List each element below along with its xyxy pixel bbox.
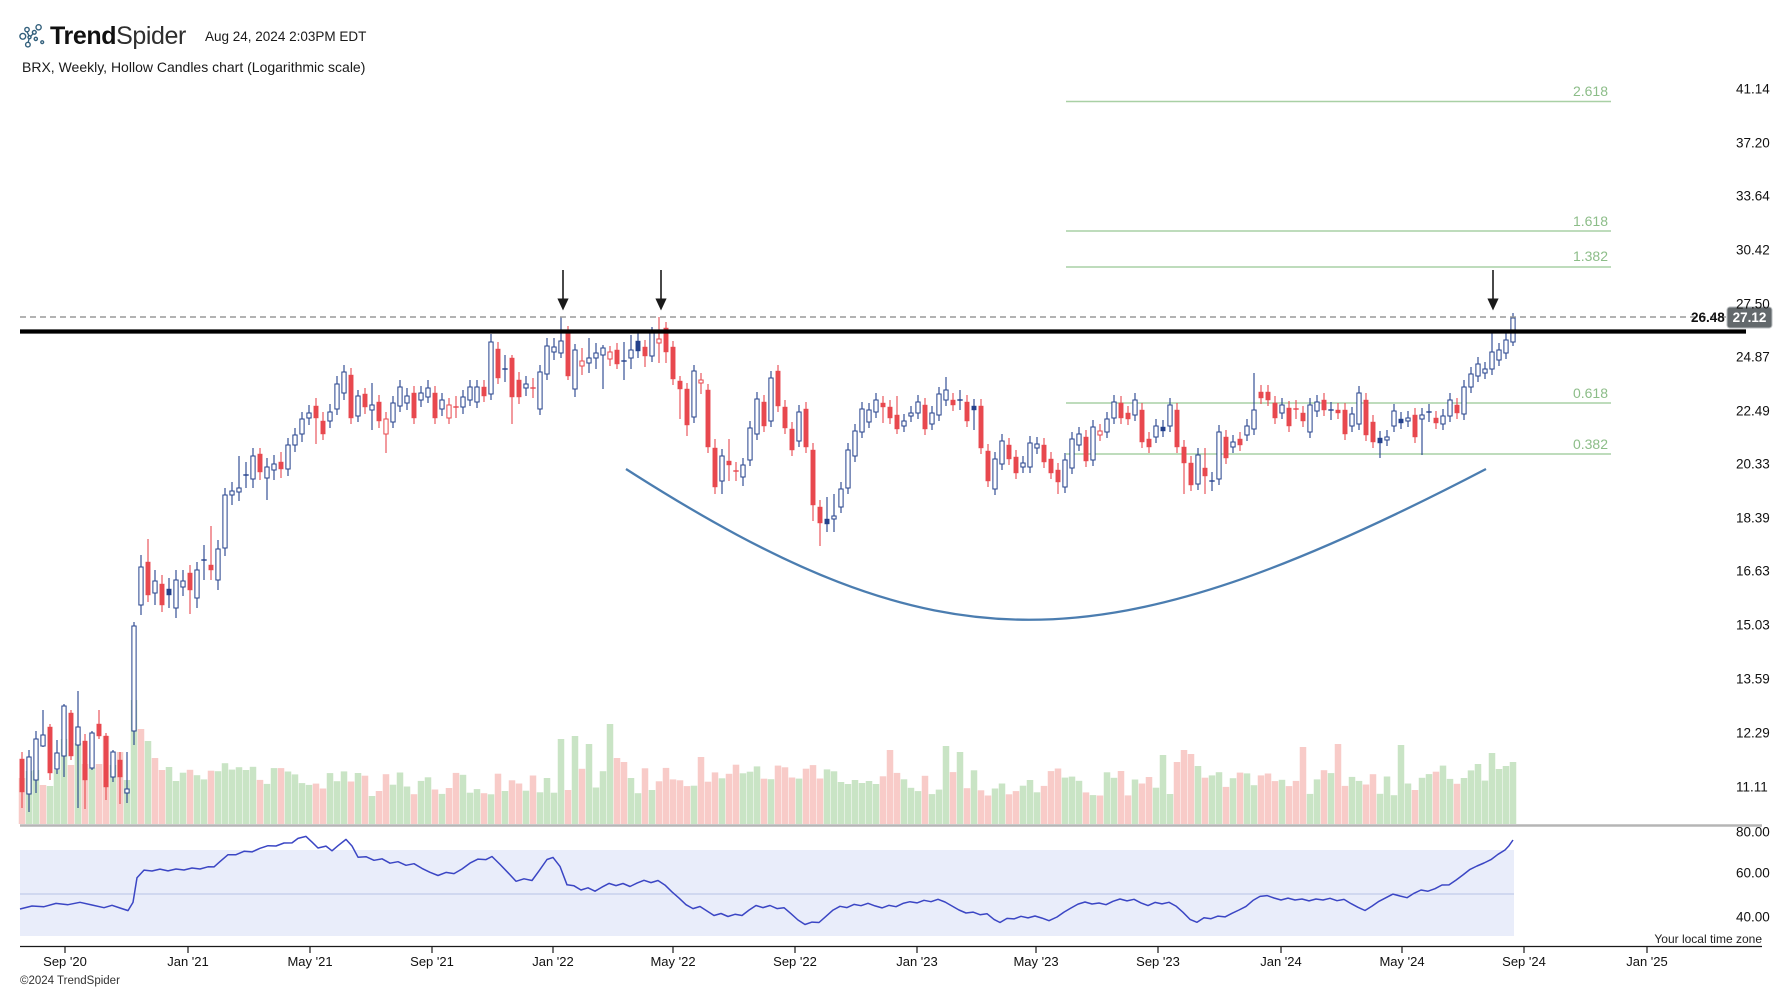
- svg-text:27.50: 27.50: [1736, 297, 1770, 312]
- svg-text:TrendSpider: TrendSpider: [50, 22, 186, 50]
- svg-text:May '24: May '24: [1379, 954, 1424, 969]
- svg-text:Sep '21: Sep '21: [410, 954, 454, 969]
- svg-text:May '21: May '21: [287, 954, 332, 969]
- svg-text:27.12: 27.12: [1733, 310, 1767, 325]
- svg-text:©2024 TrendSpider: ©2024 TrendSpider: [20, 975, 120, 987]
- svg-text:40.00: 40.00: [1736, 910, 1770, 925]
- svg-text:Jan '23: Jan '23: [896, 954, 938, 969]
- svg-text:Jan '21: Jan '21: [167, 954, 209, 969]
- svg-text:0.618: 0.618: [1573, 385, 1608, 401]
- svg-text:2.618: 2.618: [1573, 83, 1608, 99]
- svg-text:13.59: 13.59: [1736, 672, 1770, 687]
- svg-text:Jan '25: Jan '25: [1626, 954, 1668, 969]
- svg-text:11.11: 11.11: [1736, 780, 1768, 795]
- svg-text:1.618: 1.618: [1573, 213, 1608, 229]
- svg-text:1.382: 1.382: [1573, 248, 1608, 264]
- svg-text:May '23: May '23: [1013, 954, 1058, 969]
- svg-text:33.64: 33.64: [1736, 189, 1770, 204]
- svg-text:24.87: 24.87: [1736, 350, 1770, 365]
- svg-text:Sep '23: Sep '23: [1136, 954, 1180, 969]
- svg-text:Sep '22: Sep '22: [773, 954, 817, 969]
- svg-text:16.63: 16.63: [1736, 564, 1770, 579]
- svg-text:22.49: 22.49: [1736, 404, 1770, 419]
- svg-text:41.14: 41.14: [1736, 82, 1770, 97]
- svg-text:18.39: 18.39: [1736, 511, 1770, 526]
- svg-text:Sep '20: Sep '20: [43, 954, 87, 969]
- svg-text:BRX, Weekly, Hollow Candles ch: BRX, Weekly, Hollow Candles chart (Logar…: [22, 59, 365, 75]
- svg-text:80.00: 80.00: [1736, 825, 1770, 840]
- svg-text:Aug 24, 2024 2:03PM EDT: Aug 24, 2024 2:03PM EDT: [205, 29, 366, 44]
- svg-text:15.03: 15.03: [1736, 618, 1770, 633]
- svg-text:Your local time zone: Your local time zone: [1654, 932, 1762, 946]
- svg-text:30.42: 30.42: [1736, 243, 1770, 258]
- svg-text:12.29: 12.29: [1736, 726, 1770, 741]
- svg-text:60.00: 60.00: [1736, 866, 1770, 881]
- svg-text:37.20: 37.20: [1736, 136, 1770, 151]
- svg-text:May '22: May '22: [650, 954, 695, 969]
- svg-text:0.382: 0.382: [1573, 436, 1608, 452]
- svg-text:20.33: 20.33: [1736, 457, 1770, 472]
- svg-text:Sep '24: Sep '24: [1502, 954, 1546, 969]
- svg-text:Jan '22: Jan '22: [532, 954, 574, 969]
- svg-text:26.48: 26.48: [1691, 310, 1725, 325]
- svg-text:Jan '24: Jan '24: [1260, 954, 1302, 969]
